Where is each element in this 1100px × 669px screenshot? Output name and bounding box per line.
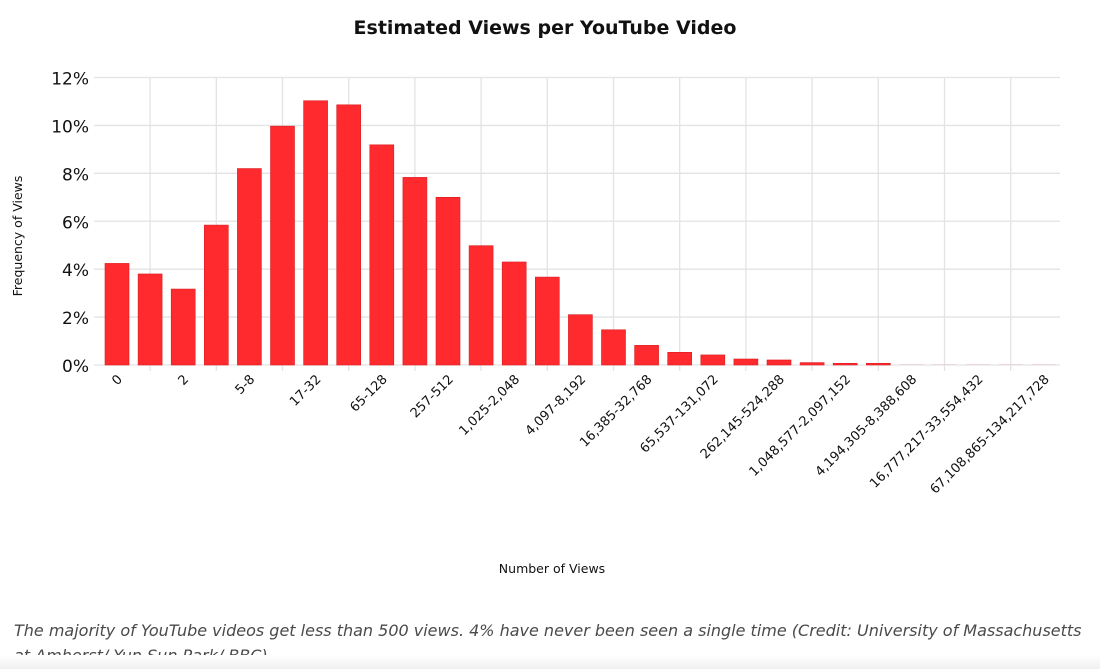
bar — [501, 261, 527, 366]
bar — [965, 364, 990, 365]
y-tick-label: 8% — [62, 165, 89, 185]
bar — [832, 363, 858, 366]
bar — [568, 314, 593, 366]
bar — [336, 104, 362, 366]
y-tick-label: 4% — [62, 261, 89, 281]
x-tick-label: 16,777,217-33,554,432 — [867, 372, 986, 491]
bar — [137, 273, 163, 366]
y-tick-label: 0% — [62, 357, 89, 377]
chart-title: Estimated Views per YouTube Video — [354, 17, 737, 39]
bar — [899, 364, 924, 365]
y-axis-ticks: 0% 2% 4% 6% 8% 10% 12% — [51, 70, 89, 378]
bar — [601, 329, 626, 366]
bar — [402, 177, 428, 366]
bar — [700, 354, 726, 366]
y-axis-title: Frequency of Views — [10, 176, 25, 297]
bar — [865, 363, 891, 366]
x-tick-label: 65-128 — [347, 372, 390, 415]
x-axis-ticks: 0 2 5-8 17-32 65-128 257-512 1,025-2,048 4,097-… — [109, 372, 1052, 497]
bar — [932, 364, 957, 365]
bar — [303, 100, 328, 366]
bar — [667, 352, 693, 366]
x-tick-label: 1,025-2,048 — [456, 372, 523, 439]
x-tick-label: 67,108,865-134,217,728 — [928, 372, 1053, 497]
bar — [634, 345, 659, 366]
bottom-fade — [0, 655, 1100, 669]
bar — [733, 358, 759, 366]
x-axis-title: Number of Views — [499, 561, 605, 576]
x-tick-label: 5-8 — [233, 372, 259, 398]
y-tick-label: 12% — [51, 70, 89, 90]
bar — [468, 245, 494, 366]
x-tick-label: 4,097-8,192 — [523, 372, 590, 439]
bar — [204, 224, 229, 366]
bar — [1031, 364, 1056, 365]
x-tick-label: 257-512 — [408, 372, 457, 421]
y-tick-label: 6% — [62, 213, 89, 233]
bar-chart: Estimated Views per YouTube Video 0% 2% 4%… — [10, 17, 1060, 576]
bar — [270, 125, 295, 366]
y-tick-label: 10% — [51, 117, 89, 137]
bar — [170, 288, 196, 366]
bars — [104, 100, 1056, 366]
bar — [766, 359, 792, 366]
x-tick-label: 17-32 — [287, 372, 324, 409]
x-tick-label: 2 — [176, 372, 192, 388]
y-tick-label: 2% — [62, 309, 89, 329]
bar — [369, 144, 395, 366]
bar — [998, 364, 1023, 365]
bar — [799, 362, 825, 366]
x-tick-label: 0 — [109, 372, 125, 388]
bar — [237, 168, 262, 366]
bar — [435, 196, 461, 366]
bar — [104, 263, 130, 366]
bar — [534, 276, 560, 366]
